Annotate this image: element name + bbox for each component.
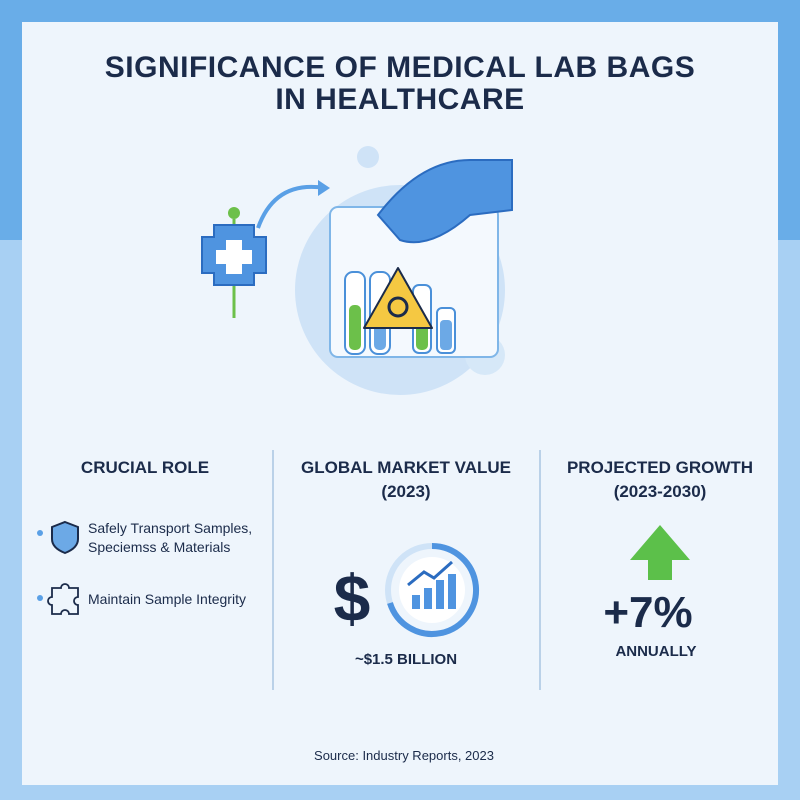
title-line: IN HEALTHCARE — [275, 83, 525, 116]
heading: CRUCIAL ROLE — [80, 458, 210, 477]
growth-note: ANNUALLY — [615, 643, 697, 660]
heading-line: (2023) — [381, 482, 431, 501]
title-line: SIGNIFICANCE OF MEDICAL LAB BAGS — [104, 51, 696, 84]
title: SIGNIFICANCE OF MEDICAL LAB BAGS IN HEALT… — [105, 52, 695, 116]
heading-line: PROJECTED GROWTH — [566, 458, 754, 477]
market-value: ~$1.5 BILLION — [354, 651, 458, 668]
growth-value: +7% — [603, 588, 693, 637]
heading-line: (2023-2030) — [613, 482, 707, 501]
dollar-symbol: $ — [333, 561, 371, 635]
item-line: Speciemss & Materials — [88, 539, 231, 555]
source: Source: Industry Reports, 2023 — [314, 748, 494, 763]
card — [22, 22, 778, 785]
heading-line: GLOBAL MARKET VALUE — [301, 458, 511, 477]
item-line: Safely Transport Samples, — [88, 520, 253, 536]
item: Safely Transport Samples, Speciemss & Mat… — [88, 519, 252, 557]
heading: PROJECTED GROWTH (2023-2030) — [567, 456, 753, 504]
heading: GLOBAL MARKET VALUE (2023) — [301, 456, 511, 504]
item-line: Maintain Sample Integrity — [88, 591, 246, 607]
